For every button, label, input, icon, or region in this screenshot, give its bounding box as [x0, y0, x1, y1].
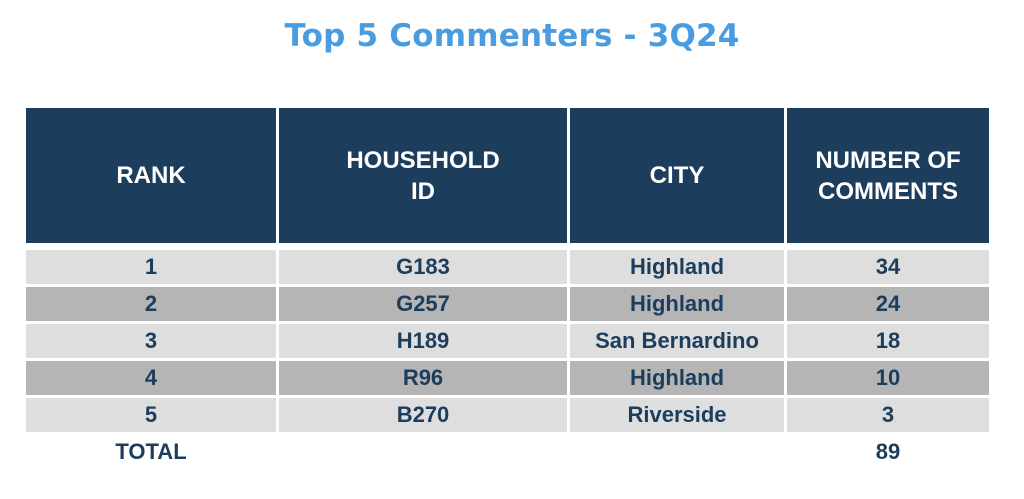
cell-household-id: G183 [279, 250, 567, 284]
header-rank-label: RANK [116, 162, 186, 189]
cell-household-id: R96 [279, 361, 567, 395]
cell-household-id: G257 [279, 287, 567, 321]
header-household-id-line1: HOUSEHOLD [346, 146, 500, 174]
cell-rank: 3 [26, 324, 276, 358]
header-comments-line1: NUMBER OF [815, 146, 961, 174]
cell-comments: 34 [787, 250, 989, 284]
total-empty-cell [570, 435, 784, 469]
cell-rank: 2 [26, 287, 276, 321]
table-row: 5 B270 Riverside 3 [26, 398, 989, 432]
cell-household-id: B270 [279, 398, 567, 432]
total-row: TOTAL 89 [26, 435, 989, 469]
cell-rank: 4 [26, 361, 276, 395]
page-title: Top 5 Commenters - 3Q24 [284, 18, 740, 54]
cell-city: San Bernardino [570, 324, 784, 358]
cell-city: Riverside [570, 398, 784, 432]
total-empty-cell [279, 435, 567, 469]
cell-rank: 1 [26, 250, 276, 284]
cell-comments: 18 [787, 324, 989, 358]
table-header-row: RANK HOUSEHOLD ID CITY NUMBER OF COMMENT… [26, 108, 989, 243]
table-row: 2 G257 Highland 24 [26, 287, 989, 321]
table-row: 4 R96 Highland 10 [26, 361, 989, 395]
header-household-id-line2: ID [411, 177, 435, 205]
table-row: 1 G183 Highland 34 [26, 250, 989, 284]
commenters-table: RANK HOUSEHOLD ID CITY NUMBER OF COMMENT… [23, 105, 992, 472]
cell-household-id: H189 [279, 324, 567, 358]
header-city-label: CITY [649, 162, 705, 189]
cell-rank: 5 [26, 398, 276, 432]
cell-comments: 10 [787, 361, 989, 395]
header-number-of-comments: NUMBER OF COMMENTS [787, 108, 989, 243]
total-comments: 89 [875, 439, 901, 464]
cell-comments: 24 [787, 287, 989, 321]
header-household-id: HOUSEHOLD ID [279, 108, 567, 243]
header-city: CITY [570, 108, 784, 243]
cell-comments: 3 [787, 398, 989, 432]
cell-city: Highland [570, 361, 784, 395]
table-row: 3 H189 San Bernardino 18 [26, 324, 989, 358]
cell-city: Highland [570, 250, 784, 284]
cell-city: Highland [570, 287, 784, 321]
total-label: TOTAL [115, 439, 187, 464]
header-comments-line2: COMMENTS [818, 177, 958, 205]
header-rank: RANK [26, 108, 276, 243]
